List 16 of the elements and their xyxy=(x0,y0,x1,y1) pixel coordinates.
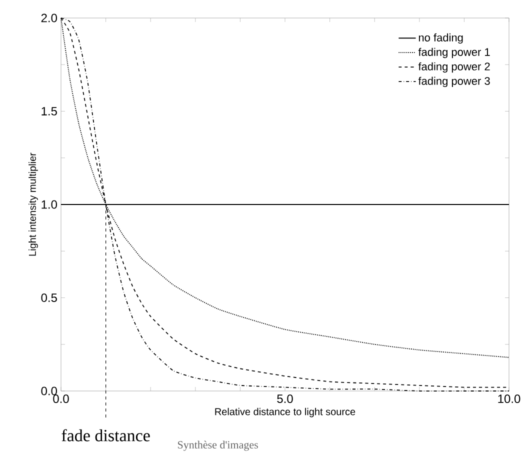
y-tick-label: 2.0 xyxy=(41,14,58,22)
legend-label: fading power 1 xyxy=(418,48,490,58)
legend-label: fading power 3 xyxy=(418,76,490,88)
x-tick-label: 0.0 xyxy=(53,394,69,404)
x-axis-title: Relative distance to light source xyxy=(215,408,356,418)
y-tick-label: 1.5 xyxy=(42,107,57,116)
y-axis-title: Light intensity multiplier xyxy=(28,152,38,256)
legend-label: fading power 2 xyxy=(418,62,490,73)
legend-label: no fading xyxy=(418,33,463,44)
y-tick-label: 1.0 xyxy=(42,200,58,209)
x-tick-label: 5.0 xyxy=(277,394,293,404)
text: Synthèse d'images xyxy=(178,440,258,451)
x-tick-label: 10.0 xyxy=(498,394,520,404)
ref-line-label: fade distance xyxy=(62,429,150,442)
y-tick-label: 0.5 xyxy=(41,294,57,302)
y-tick-label: 0.0 xyxy=(41,386,58,396)
